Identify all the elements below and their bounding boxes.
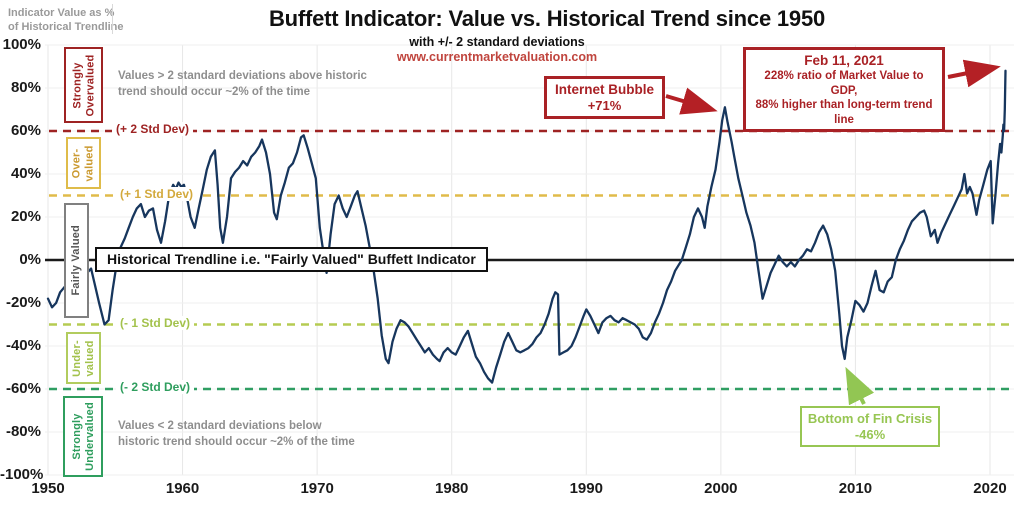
x-tick-label: 1970 xyxy=(300,480,334,497)
zone-label: Undervalued xyxy=(83,402,95,471)
zone-fairly-valued: Fairly Valued xyxy=(64,203,89,318)
callout-line-rest: higher than long-term trend line xyxy=(778,99,933,126)
y-tick-label: -80% xyxy=(5,423,41,440)
fin-crisis-callout: Bottom of Fin Crisis -46% xyxy=(800,406,940,447)
zone-undervalued: Under- valued xyxy=(66,332,101,384)
x-tick-label: 1990 xyxy=(569,480,603,497)
callout-title: Bottom of Fin Crisis xyxy=(807,411,933,426)
callout-line: 88% higher than long-term trend line xyxy=(751,98,937,127)
callout-title: Internet Bubble xyxy=(554,82,654,97)
source-url[interactable]: www.currentmarketvaluation.com xyxy=(396,50,598,64)
chart-subtitle: with +/- 2 standard deviations xyxy=(409,35,585,49)
zone-strongly-overvalued: Strongly Overvalued xyxy=(64,47,103,123)
x-tick-label: 1960 xyxy=(165,480,200,497)
zone-label: Strongly xyxy=(71,61,84,109)
y-tick-label: 60% xyxy=(10,122,41,139)
trendline-label-box: Historical Trendline i.e. "Fairly Valued… xyxy=(95,247,488,272)
zone-label: valued xyxy=(83,339,96,377)
internet-bubble-arrow xyxy=(665,87,718,115)
callout-title: Feb 11, 2021 xyxy=(804,53,884,68)
feb-2021-callout: Feb 11, 2021 228% ratio of Market Value … xyxy=(743,47,945,132)
header-divider xyxy=(112,4,113,34)
plus-1-std-dev-label: (+ 1 Std Dev) xyxy=(116,187,198,201)
y-tick-label: 20% xyxy=(10,208,41,225)
zone-overvalued: Over- valued xyxy=(66,137,101,189)
fin-crisis-arrow xyxy=(845,366,875,406)
zone-label: Fairly Valued xyxy=(70,225,83,296)
overvalued-note: Values > 2 standard deviations above his… xyxy=(118,68,367,100)
note-line: historic trend should occur ~2% of the t… xyxy=(118,436,355,448)
y-tick-label: 100% xyxy=(2,36,41,53)
x-tick-label: 1950 xyxy=(31,480,65,497)
y-axis-title: Indicator Value as % of Historical Trend… xyxy=(8,6,124,34)
callout-line: 228% ratio of Market Value to GDP, xyxy=(764,70,924,97)
undervalued-note: Values < 2 standard deviations below his… xyxy=(118,418,355,450)
feb-2021-arrow xyxy=(947,59,1001,88)
x-tick-label: 2010 xyxy=(838,480,873,497)
y-tick-label: 80% xyxy=(10,79,41,96)
note-line: trend should occur ~2% of the time xyxy=(118,86,311,98)
internet-bubble-callout: Internet Bubble +71% xyxy=(544,76,665,119)
page-title: Buffett Indicator: Value vs. Historical … xyxy=(268,6,826,31)
indicator-line xyxy=(46,69,1007,384)
y-axis-title-line1: Indicator Value as % xyxy=(8,7,115,19)
x-tick-label: 2020 xyxy=(973,480,1007,497)
y-tick-label: -20% xyxy=(5,294,41,311)
y-tick-label: -100% xyxy=(0,466,44,483)
minus-2-std-dev-label: (- 2 Std Dev) xyxy=(116,380,195,394)
y-tick-label: 0% xyxy=(19,251,41,268)
x-tick-label: 2000 xyxy=(704,480,738,497)
note-line: Values > 2 standard deviations above his… xyxy=(118,70,367,82)
note-line: Values < 2 standard deviations below xyxy=(118,420,322,432)
minus-1-std-dev-label: (- 1 Std Dev) xyxy=(116,316,195,330)
y-tick-label: 40% xyxy=(10,165,41,182)
callout-value: -46% xyxy=(854,427,886,442)
plus-2-std-dev-label: (+ 2 Std Dev) xyxy=(112,122,194,136)
zone-label: valued xyxy=(83,144,96,182)
zone-label: Strongly xyxy=(70,413,83,460)
callout-bold-value: 88% xyxy=(755,99,779,111)
zone-label: Over- xyxy=(71,148,83,178)
zone-strongly-undervalued: Strongly Undervalued xyxy=(63,396,103,477)
y-axis-title-line2: of Historical Trendline xyxy=(8,21,124,33)
callout-value: +71% xyxy=(587,98,622,113)
y-tick-label: -60% xyxy=(5,380,41,397)
zone-label: Under- xyxy=(71,339,83,377)
x-tick-label: 1980 xyxy=(435,480,469,497)
y-tick-label: -40% xyxy=(5,337,41,354)
zone-label: Overvalued xyxy=(83,54,96,116)
